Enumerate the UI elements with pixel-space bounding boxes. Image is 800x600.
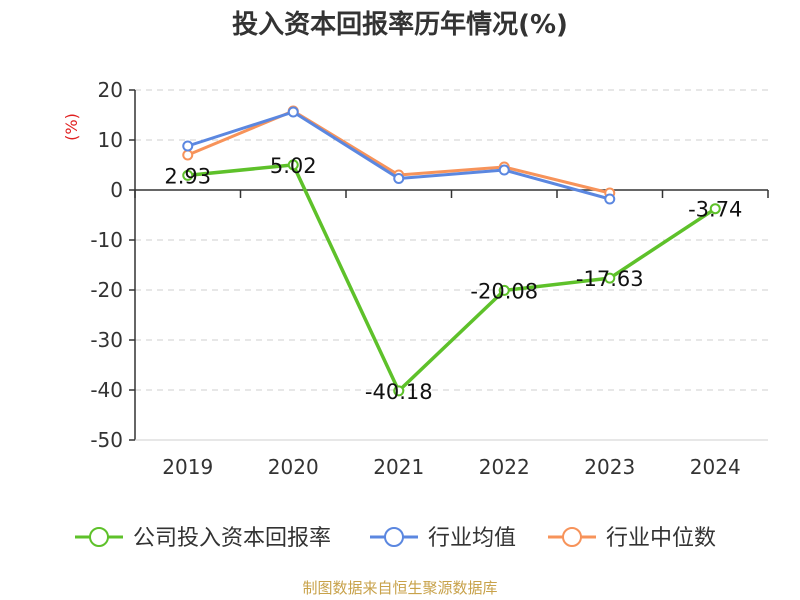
point-company-roic [498,284,510,296]
legend-marker [89,527,109,547]
y-tick-label: 10 [98,128,123,152]
y-tick-label: 0 [110,178,123,202]
point-company-roic [709,203,721,215]
x-tick-label: 2021 [373,455,424,479]
point-industry-mean [182,140,194,152]
legend-label: 公司投入资本回报率 [133,526,331,551]
data-label: 2.93 [164,164,211,188]
y-axis-unit-label: (%) [62,113,81,141]
x-tick-label: 2023 [584,455,635,479]
data-label: -20.08 [470,279,538,303]
point-company-roic [604,272,616,284]
legend[interactable]: 公司投入资本回报率 行业均值 行业中位数 [75,526,716,551]
legend-item[interactable]: 行业均值 [370,526,516,551]
y-tick-label: -10 [90,228,123,252]
grid-lines [135,89,768,441]
legend-label: 行业中位数 [606,526,716,551]
point-company-roic [393,385,405,397]
y-tick-label: -50 [90,428,123,452]
data-labels: 2.93 5.02 -40.18 -20.08 -17.63 -3.74 [164,154,742,404]
point-industry-median [182,149,194,161]
point-industry-mean [287,106,299,118]
x-tick-label: 2024 [690,455,741,479]
data-label: -3.74 [688,198,742,222]
legend-marker [384,527,404,547]
y-tick-label: 20 [98,78,123,102]
y-tick-label: -20 [90,278,123,302]
chart-title: 投入资本回报率历年情况(%) [232,9,568,40]
legend-item[interactable]: 公司投入资本回报率 [75,526,331,551]
x-tick-label: 2020 [268,455,319,479]
data-label: -17.63 [576,267,644,291]
x-tick-label: 2019 [162,455,213,479]
y-tick-label: -30 [90,328,123,352]
data-label: -40.18 [365,380,433,404]
point-industry-mean [498,164,510,176]
x-tick-label: 2022 [479,455,530,479]
data-label: 5.02 [270,154,317,178]
point-company-roic [287,159,299,171]
y-tick-label: -40 [90,378,123,402]
series-line-industry-mean [187,110,611,201]
legend-item[interactable]: 行业中位数 [548,526,716,551]
point-industry-mean [393,173,405,184]
axes: 20 10 0 -10 -20 -30 -40 -50 2019 2020 2021 2022 2023… [90,78,769,479]
series-line-company-roic [187,163,717,393]
legend-label: 行业均值 [428,526,516,551]
point-company-roic [182,169,194,181]
point-industry-mean [604,193,616,205]
legend-marker [562,527,582,547]
source-note: 制图数据来自恒生聚源数据库 [302,579,497,597]
series-lines [182,105,721,397]
